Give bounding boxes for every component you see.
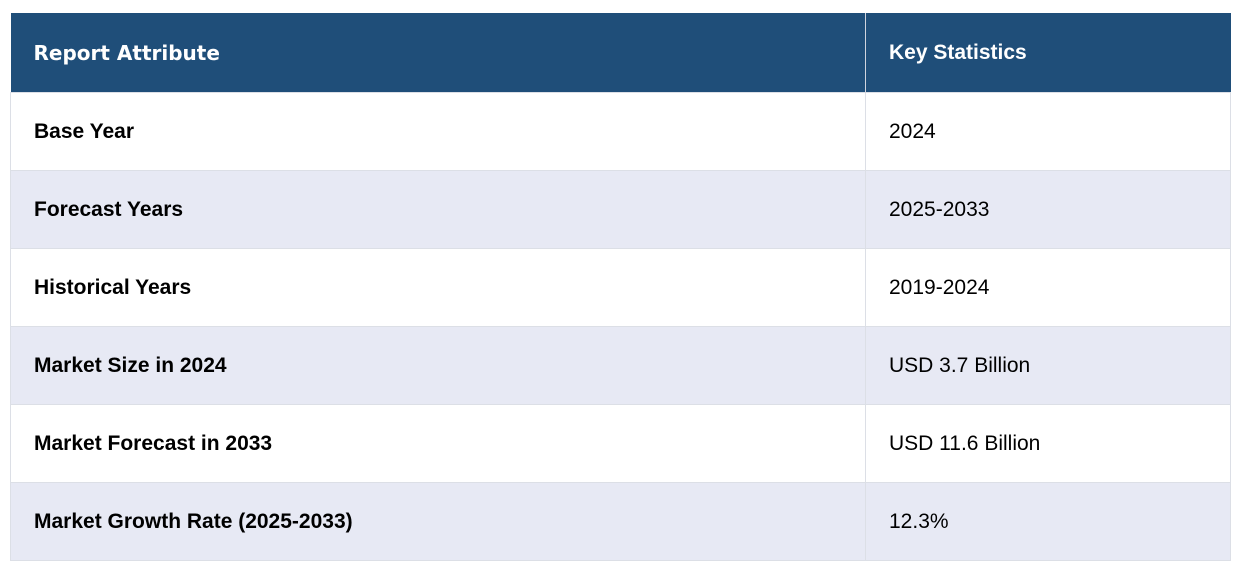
attribute-cell: Market Growth Rate (2025-2033) (10, 482, 866, 561)
table-row: Historical Years 2019-2024 (10, 248, 1231, 327)
table-row: Market Size in 2024 USD 3.7 Billion (10, 326, 1231, 405)
attribute-cell: Forecast Years (10, 170, 866, 249)
value-cell: 2019-2024 (865, 248, 1231, 327)
table-row: Market Growth Rate (2025-2033) 12.3% (10, 482, 1231, 561)
table-body: Base Year 2024 Forecast Years 2025-2033 Hist… (10, 92, 1231, 561)
stats-table: Report Attribute Key Statistics Base Year… (10, 13, 1231, 561)
table-row: Forecast Years 2025-2033 (10, 170, 1231, 249)
attribute-cell: Market Size in 2024 (10, 326, 866, 405)
table-row: Market Forecast in 2033 USD 11.6 Billion (10, 404, 1231, 483)
header-cell: Key Statistics (865, 13, 1231, 93)
attribute-cell: Market Forecast in 2033 (10, 404, 866, 483)
attribute-cell: Historical Years (10, 248, 866, 327)
header-row: Report Attribute Key Statistics (10, 13, 1231, 93)
value-cell: 2025-2033 (865, 170, 1231, 249)
value-cell: 2024 (865, 92, 1231, 171)
value-cell: 12.3% (865, 482, 1231, 561)
value-cell: USD 11.6 Billion (865, 404, 1231, 483)
value-cell: USD 3.7 Billion (865, 326, 1231, 405)
attribute-cell: Base Year (10, 92, 866, 171)
header-cell: Report Attribute (10, 13, 866, 93)
table-row: Base Year 2024 (10, 92, 1231, 171)
